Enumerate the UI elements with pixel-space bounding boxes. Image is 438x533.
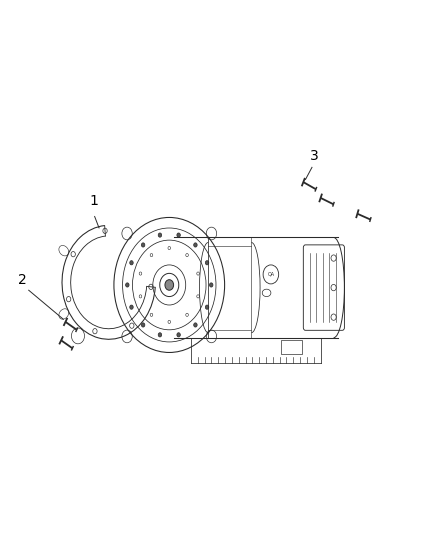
Circle shape [209, 283, 213, 287]
Circle shape [177, 233, 180, 237]
Text: 2: 2 [18, 273, 27, 287]
Circle shape [158, 233, 162, 237]
Circle shape [158, 333, 162, 337]
Circle shape [165, 280, 173, 290]
Text: 1: 1 [89, 193, 98, 207]
Circle shape [141, 243, 145, 247]
Circle shape [194, 323, 197, 327]
Circle shape [141, 323, 145, 327]
Circle shape [126, 283, 129, 287]
Circle shape [205, 305, 209, 309]
Circle shape [130, 261, 133, 265]
Circle shape [194, 243, 197, 247]
Circle shape [205, 261, 209, 265]
Circle shape [177, 333, 180, 337]
Text: QA: QA [267, 272, 275, 277]
Circle shape [130, 305, 133, 309]
Text: 3: 3 [310, 149, 318, 163]
